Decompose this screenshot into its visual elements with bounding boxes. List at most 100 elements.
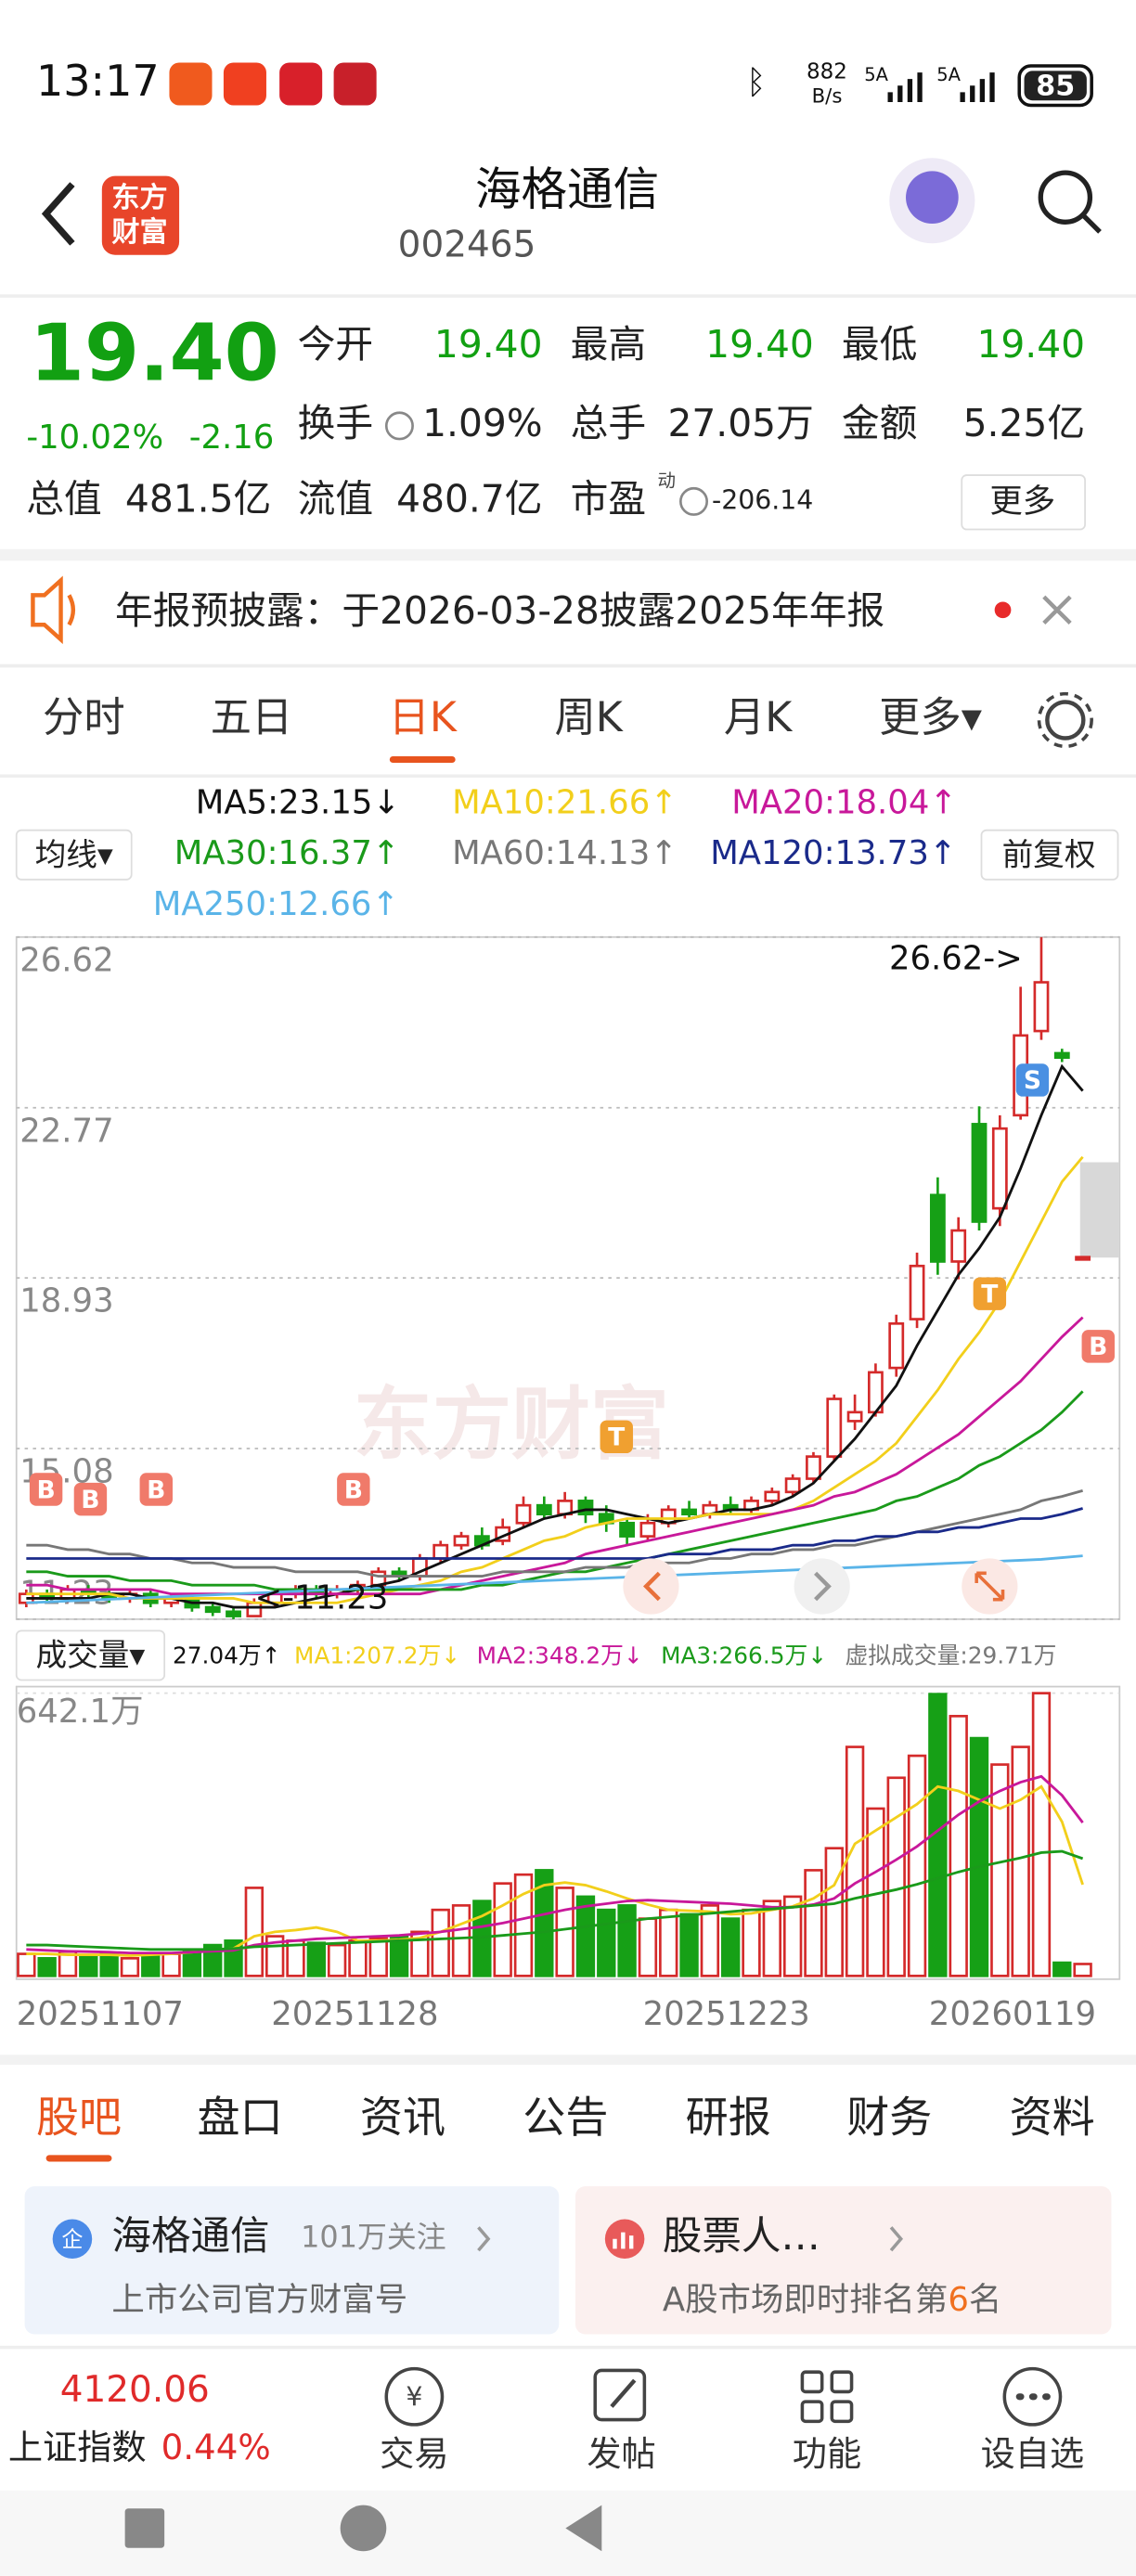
notice[interactable]: 年报预披露：于2026-03-28披露2025年年报 (115, 588, 884, 633)
volume-bar (120, 1957, 140, 1977)
signal-marker[interactable] (337, 1473, 370, 1506)
ma-legend-item: MA30:16.37↑ (174, 834, 400, 872)
info-tab[interactable]: 资讯 (360, 2093, 445, 2143)
card-desc: 上市公司官方财富号 (111, 2281, 407, 2319)
card-icon-text: 企 (61, 2228, 83, 2252)
price: 19.40 (30, 308, 279, 400)
info-tab[interactable]: 公告 (523, 2093, 608, 2143)
footer-button[interactable]: 功能 (793, 2433, 861, 2474)
trade-icon (384, 2366, 445, 2427)
signal-marker[interactable] (600, 1420, 633, 1454)
info-tab[interactable]: 财务 (846, 2093, 932, 2143)
signal-marker[interactable] (973, 1277, 1007, 1310)
signal-marker[interactable] (73, 1482, 108, 1516)
stock-name: 海格通信 (475, 162, 659, 216)
footer-button[interactable]: 设自选 (981, 2433, 1085, 2474)
volume-bar (348, 1939, 368, 1977)
quote-fields: 今开 19.40 最高 19.40 最低 19.40 换手 1.09% 总手 27.05万 金额 5.… (26, 322, 1085, 522)
info-icon[interactable] (384, 411, 414, 441)
candle-body (536, 1503, 552, 1516)
nav-left[interactable] (623, 1558, 679, 1615)
rank-card[interactable] (574, 2186, 1112, 2335)
speaker-icon (31, 575, 63, 645)
candle-body (619, 1521, 636, 1538)
signal-marker[interactable] (139, 1473, 173, 1506)
field-label: 最低 (842, 322, 917, 367)
candle-body (971, 1123, 988, 1223)
candle-body (929, 1193, 946, 1263)
chart-nav (623, 1558, 1018, 1615)
company-card[interactable] (24, 2186, 560, 2335)
virtual-volume: 虚拟成交量:29.71万 (845, 1642, 1056, 1669)
back-system-button[interactable] (565, 2505, 602, 2552)
x-tick-label: 20251128 (271, 1995, 438, 2033)
search-button[interactable] (1038, 170, 1093, 225)
nav-left-icon (643, 1571, 661, 1602)
card-desc-pre: A股市场即时排名第 (663, 2281, 948, 2319)
candle-body (826, 1397, 843, 1458)
info-tab[interactable]: 资料 (1010, 2093, 1095, 2143)
date-axis: 20251107 20251128 20251223 20260119 (17, 1995, 1096, 2033)
chevron (477, 2226, 491, 2252)
period-tab[interactable]: 日K (389, 694, 458, 741)
tab-underline (45, 2155, 112, 2162)
high-annotation: 26.62-> (889, 940, 1023, 978)
candle-body (846, 1410, 863, 1423)
candle-body (888, 1322, 905, 1370)
field-label: 总手 (571, 401, 646, 445)
home-button[interactable] (340, 2505, 387, 2552)
volume-bar (824, 1847, 844, 1977)
footer-button[interactable]: 发帖 (587, 2433, 655, 2474)
logo-text: 东方 (111, 182, 167, 214)
scroll-handle[interactable] (1079, 1162, 1120, 1258)
app-icon (333, 62, 377, 106)
volume-ma-legend: MA1:207.2万↓ (294, 1642, 460, 1669)
info-tab[interactable]: 盘口 (198, 2093, 283, 2143)
field-value: 19.40 (434, 322, 543, 367)
info-icon[interactable] (679, 486, 709, 516)
footer-button[interactable]: 交易 (380, 2433, 448, 2474)
close-button[interactable] (1042, 595, 1072, 625)
signal-marker[interactable] (29, 1473, 63, 1506)
index-value[interactable]: 4120.06 (60, 2369, 210, 2411)
settings-button[interactable] (1045, 700, 1086, 741)
recent-button[interactable] (124, 2508, 165, 2548)
field-label: 换手 (298, 401, 373, 445)
volume-bar (451, 1904, 471, 1977)
ma-line (26, 1554, 1083, 1604)
ma-legend-item: MA120:13.73↑ (710, 834, 956, 872)
ma-selector[interactable] (15, 829, 133, 881)
more-button-text: 更多 (989, 483, 1055, 521)
field-value: 19.40 (976, 322, 1085, 367)
volume-bar (990, 1763, 1010, 1977)
period-tab[interactable]: 月K (724, 694, 793, 741)
volume-bar (886, 1776, 906, 1977)
ma-line (26, 1063, 1084, 1609)
volume-bar (327, 1943, 347, 1977)
adjust-button[interactable] (980, 829, 1119, 881)
volume-bar (244, 1887, 265, 1977)
period-tab[interactable]: 更多▾ (879, 694, 983, 741)
card-desc: A股市场即时排名第6名 (663, 2281, 1001, 2319)
nav-right[interactable] (794, 1558, 850, 1615)
period-tab[interactable]: 五日 (211, 694, 293, 741)
candle-body (991, 1127, 1008, 1210)
signal-marker[interactable] (1015, 1063, 1050, 1097)
back-button[interactable] (41, 182, 75, 246)
volume-bar (969, 1736, 989, 1977)
volume-selector[interactable] (15, 1629, 166, 1681)
info-tab[interactable]: 研报 (686, 2093, 771, 2143)
system-nav (0, 2490, 1136, 2576)
candle-body (681, 1508, 697, 1516)
x-tick-label: 20251107 (17, 1995, 184, 2033)
period-tab[interactable]: 分时 (43, 694, 125, 741)
info-tab[interactable]: 股吧 (36, 2093, 122, 2143)
candle-body (950, 1229, 967, 1263)
period-tab[interactable]: 周K (554, 694, 623, 741)
signal-marker[interactable] (1081, 1330, 1115, 1363)
volume-selector-text: 成交量▾ (36, 1637, 146, 1673)
ma-legend-item: MA60:14.13↑ (452, 834, 678, 872)
more-button[interactable] (961, 474, 1086, 531)
net-type: 5A (936, 64, 961, 85)
app-icon (169, 62, 213, 106)
